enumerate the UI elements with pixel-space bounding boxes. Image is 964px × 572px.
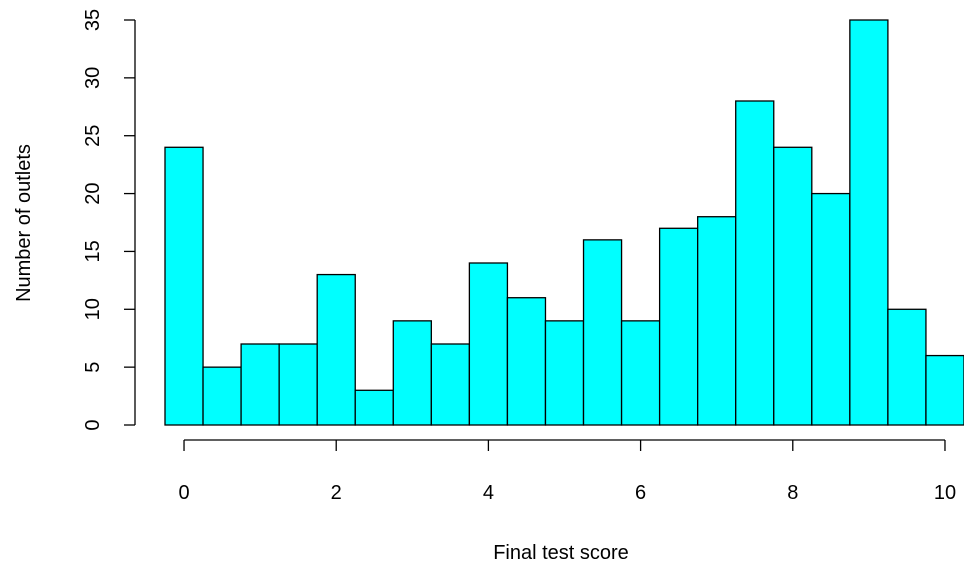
histogram-bar xyxy=(849,19,889,426)
y-axis: 0 5 10 15 20 25 30 35 xyxy=(82,9,136,431)
histogram-bar xyxy=(430,343,471,426)
histogram-bar xyxy=(354,389,394,426)
bars-group xyxy=(164,19,964,426)
y-tick-label: 35 xyxy=(82,9,104,31)
histogram-bar xyxy=(658,227,699,426)
histogram-bar xyxy=(202,366,242,426)
x-axis: 0 2 4 6 8 10 xyxy=(178,439,956,504)
x-tick-label: 0 xyxy=(178,482,189,504)
y-tick-label: 10 xyxy=(82,298,104,320)
x-tick-label: 4 xyxy=(483,482,494,504)
y-tick-label: 30 xyxy=(82,67,104,89)
y-tick-label: 5 xyxy=(82,362,104,373)
histogram-bar xyxy=(278,343,318,426)
x-tick-label: 10 xyxy=(934,482,956,504)
y-tick-label: 15 xyxy=(82,240,104,262)
y-tick-label: 25 xyxy=(82,125,104,147)
x-axis-label: Final test score xyxy=(493,542,629,564)
x-tick-label: 2 xyxy=(331,482,342,504)
x-tick-label: 6 xyxy=(635,482,646,504)
histogram-bar xyxy=(544,320,585,426)
y-tick-label: 0 xyxy=(82,419,104,430)
y-axis-label: Number of outlets xyxy=(13,144,35,302)
histogram-bar xyxy=(887,308,927,426)
histogram-bar xyxy=(620,320,661,426)
histogram-bar xyxy=(392,320,432,426)
histogram-bar xyxy=(925,354,964,426)
histogram-bar xyxy=(773,146,813,426)
histogram-bar xyxy=(811,192,851,426)
x-tick-label: 8 xyxy=(787,482,798,504)
histogram-bar xyxy=(316,273,356,426)
histogram-bar xyxy=(468,262,509,426)
histogram-bar xyxy=(240,343,280,426)
histogram-bar xyxy=(697,216,737,426)
histogram-bar xyxy=(164,146,204,426)
histogram-bar xyxy=(506,297,547,426)
y-tick-label: 20 xyxy=(82,182,104,204)
histogram-bar xyxy=(735,100,775,426)
histogram-bar xyxy=(582,239,623,426)
